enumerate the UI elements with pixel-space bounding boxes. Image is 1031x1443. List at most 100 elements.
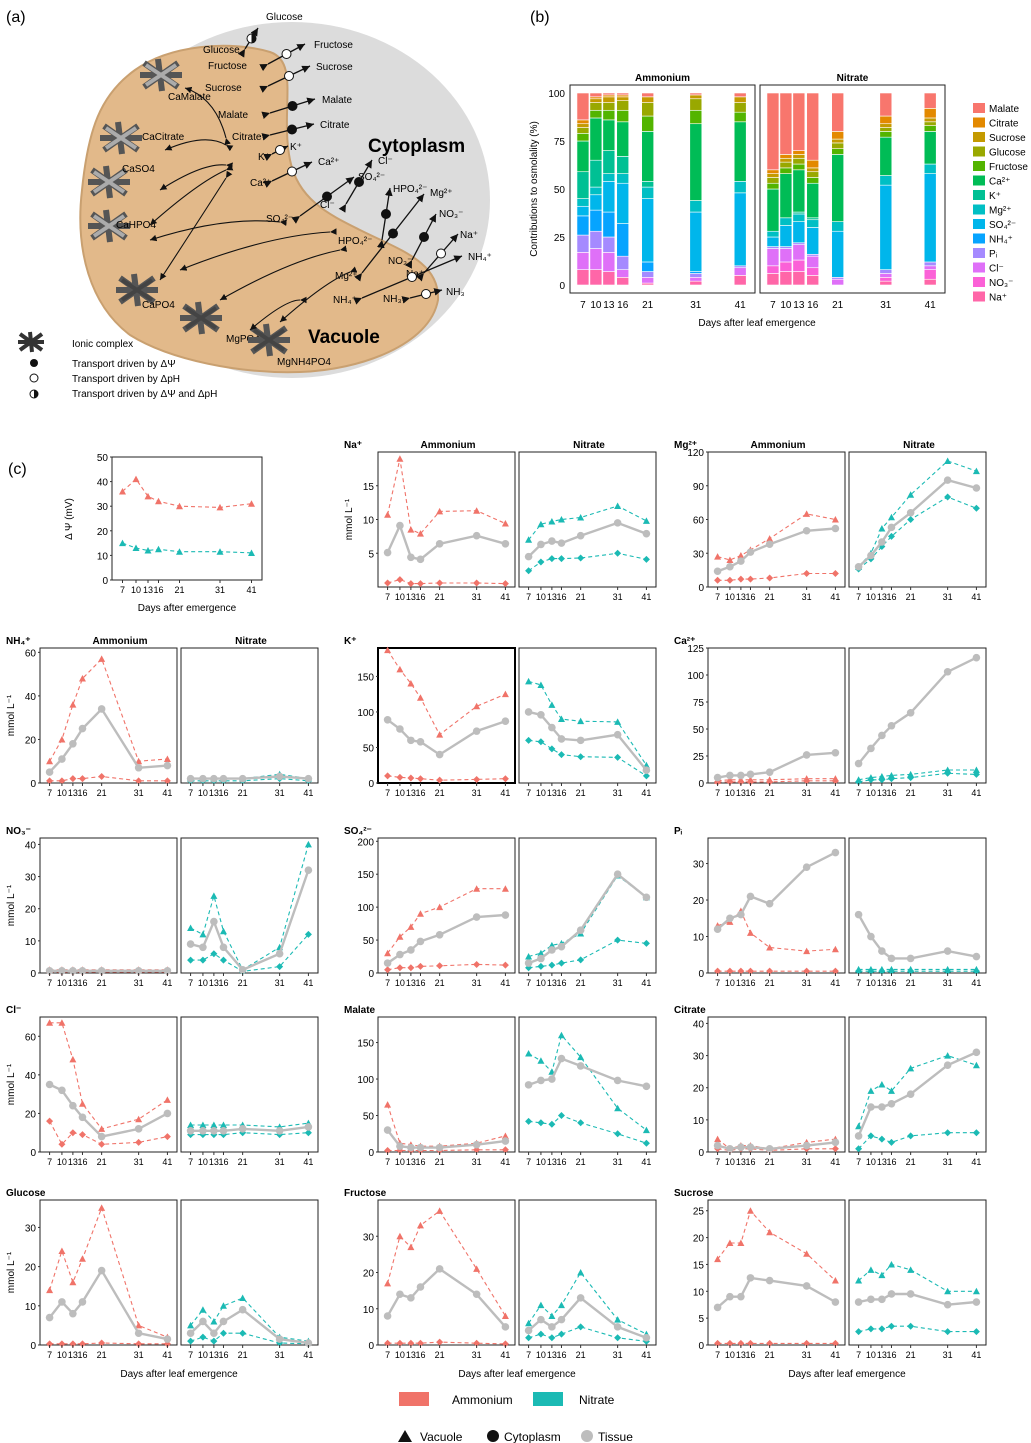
x-axis-label: Days after leaf emergence <box>458 1369 576 1380</box>
x-tick-label: 13 <box>143 585 153 595</box>
vacuole-point <box>642 517 650 524</box>
cytoplasm-line <box>717 780 836 783</box>
cytoplasm-point <box>887 1322 895 1330</box>
cytoplasm-line <box>387 1341 506 1345</box>
x-tick-label: 21 <box>906 788 916 798</box>
vacuole-point <box>525 677 533 685</box>
facet-title: Nitrate <box>573 440 605 451</box>
vacuole-point <box>577 717 585 725</box>
tissue-line <box>858 1292 977 1306</box>
x-tick-label: 13 <box>209 1157 219 1167</box>
tissue-point <box>831 748 840 757</box>
cytoplasm-point <box>746 575 754 583</box>
tissue-point <box>613 1076 622 1085</box>
tissue-point <box>737 1143 745 1151</box>
stacked-bar-segment <box>923 163 937 174</box>
vacuole-point <box>501 690 509 698</box>
cytoplasm-point <box>803 967 811 975</box>
vacuole-point <box>944 1287 952 1295</box>
y-tick-label: 10 <box>363 1305 375 1316</box>
transporter-icon <box>419 232 429 242</box>
cytoplasm-point <box>726 1339 734 1347</box>
stacked-bar-segment <box>733 121 747 182</box>
vacuole-point <box>216 548 224 555</box>
cytoplasm-point <box>525 567 533 575</box>
stacked-bar-segment <box>779 248 793 263</box>
chart-citrate: 7 10 13 16 21 31 41 7 10 13 16 21 31 41010203040Citra… <box>674 1005 987 1167</box>
facet-frame <box>180 647 319 784</box>
vacuole-point <box>557 1301 565 1309</box>
x-tick-label: 41 <box>500 788 510 798</box>
x-tick-label: 10 <box>590 300 602 311</box>
facet-frame <box>377 837 516 974</box>
x-tick-label: 21 <box>97 1157 107 1167</box>
tissue-point <box>58 966 66 975</box>
x-tick-label: 21 <box>765 788 775 798</box>
tissue-line <box>527 1296 647 1339</box>
y-tick-label: 20 <box>363 1269 375 1280</box>
x-tick-label: 7 <box>770 300 776 311</box>
stacked-bar-segment <box>779 217 793 226</box>
stacked-bar-segment <box>602 236 616 253</box>
tissue-point <box>576 1062 585 1070</box>
ionic-complex-icon <box>88 165 130 199</box>
y-tick-label: 20 <box>25 905 37 916</box>
tissue-point <box>219 943 228 952</box>
y-tick-label: 0 <box>368 779 374 790</box>
cytoplasm-point <box>537 1119 545 1127</box>
cytoplasm-point <box>384 579 392 587</box>
cytoplasm-point <box>78 775 86 783</box>
vacuole-point <box>416 1221 424 1229</box>
stacked-bar-segment <box>831 221 845 232</box>
tissue-point <box>275 949 284 958</box>
cytoplasm-line <box>387 579 506 585</box>
y-tick-label: 30 <box>25 873 37 884</box>
stacked-bar-segment <box>923 261 937 267</box>
x-tick-label: 16 <box>415 592 425 602</box>
x-tick-label: 41 <box>500 592 510 602</box>
tissue-point <box>548 723 556 732</box>
stacked-bar-segment <box>806 255 820 269</box>
y-tick-label: 60 <box>25 648 37 659</box>
cytoplasm-point <box>396 576 404 584</box>
x-tick-label: 13 <box>547 592 557 602</box>
x-tick-label: 7 <box>385 978 390 988</box>
vacuole-solute-label: NO₃⁻ <box>388 256 412 267</box>
x-tick-label: 16 <box>415 788 425 798</box>
tissue-point <box>537 954 545 963</box>
x-tick-label: 7 <box>188 978 193 988</box>
stacked-bar-segment <box>589 159 603 188</box>
facet-frame <box>39 1199 178 1346</box>
x-tick-label: 13 <box>547 788 557 798</box>
vacuole-point <box>98 655 106 662</box>
tissue-line <box>717 751 836 779</box>
stacked-bar-segment <box>779 161 793 169</box>
complex-crystal-inner <box>92 170 126 194</box>
stacked-bar-segment <box>733 181 747 194</box>
tissue-point <box>210 774 218 783</box>
cytoplasm-point <box>98 772 106 780</box>
panel-title: Sucrose <box>674 1188 714 1199</box>
x-tick-label: 16 <box>745 592 755 602</box>
cytoplasm-point <box>557 1330 565 1338</box>
tissue-point <box>831 1138 840 1147</box>
y-tick-label: 0 <box>698 969 704 980</box>
x-axis-label: Days after emergence <box>138 603 237 614</box>
cytoplasm-line <box>528 739 647 777</box>
x-tick-label: 16 <box>556 1350 566 1360</box>
y-tick-label: 0 <box>102 576 108 587</box>
cytoplasm-solute-label: Sucrose <box>316 62 353 73</box>
x-tick-label: 16 <box>886 788 896 798</box>
tissue-point <box>576 531 585 540</box>
legend-swatch <box>973 117 985 128</box>
panel-title: Pᵢ <box>674 826 683 837</box>
facet-title: Ammonium <box>751 440 806 451</box>
cytoplasm-point <box>642 1139 650 1147</box>
vacuole-point <box>642 1126 650 1134</box>
cytoplasm-point <box>407 964 415 972</box>
vacuole-point <box>525 536 533 543</box>
y-tick-label: 0 <box>698 583 704 594</box>
tissue-point <box>275 1126 284 1135</box>
vacuole-line <box>49 657 168 762</box>
y-tick-label: 50 <box>97 453 109 464</box>
